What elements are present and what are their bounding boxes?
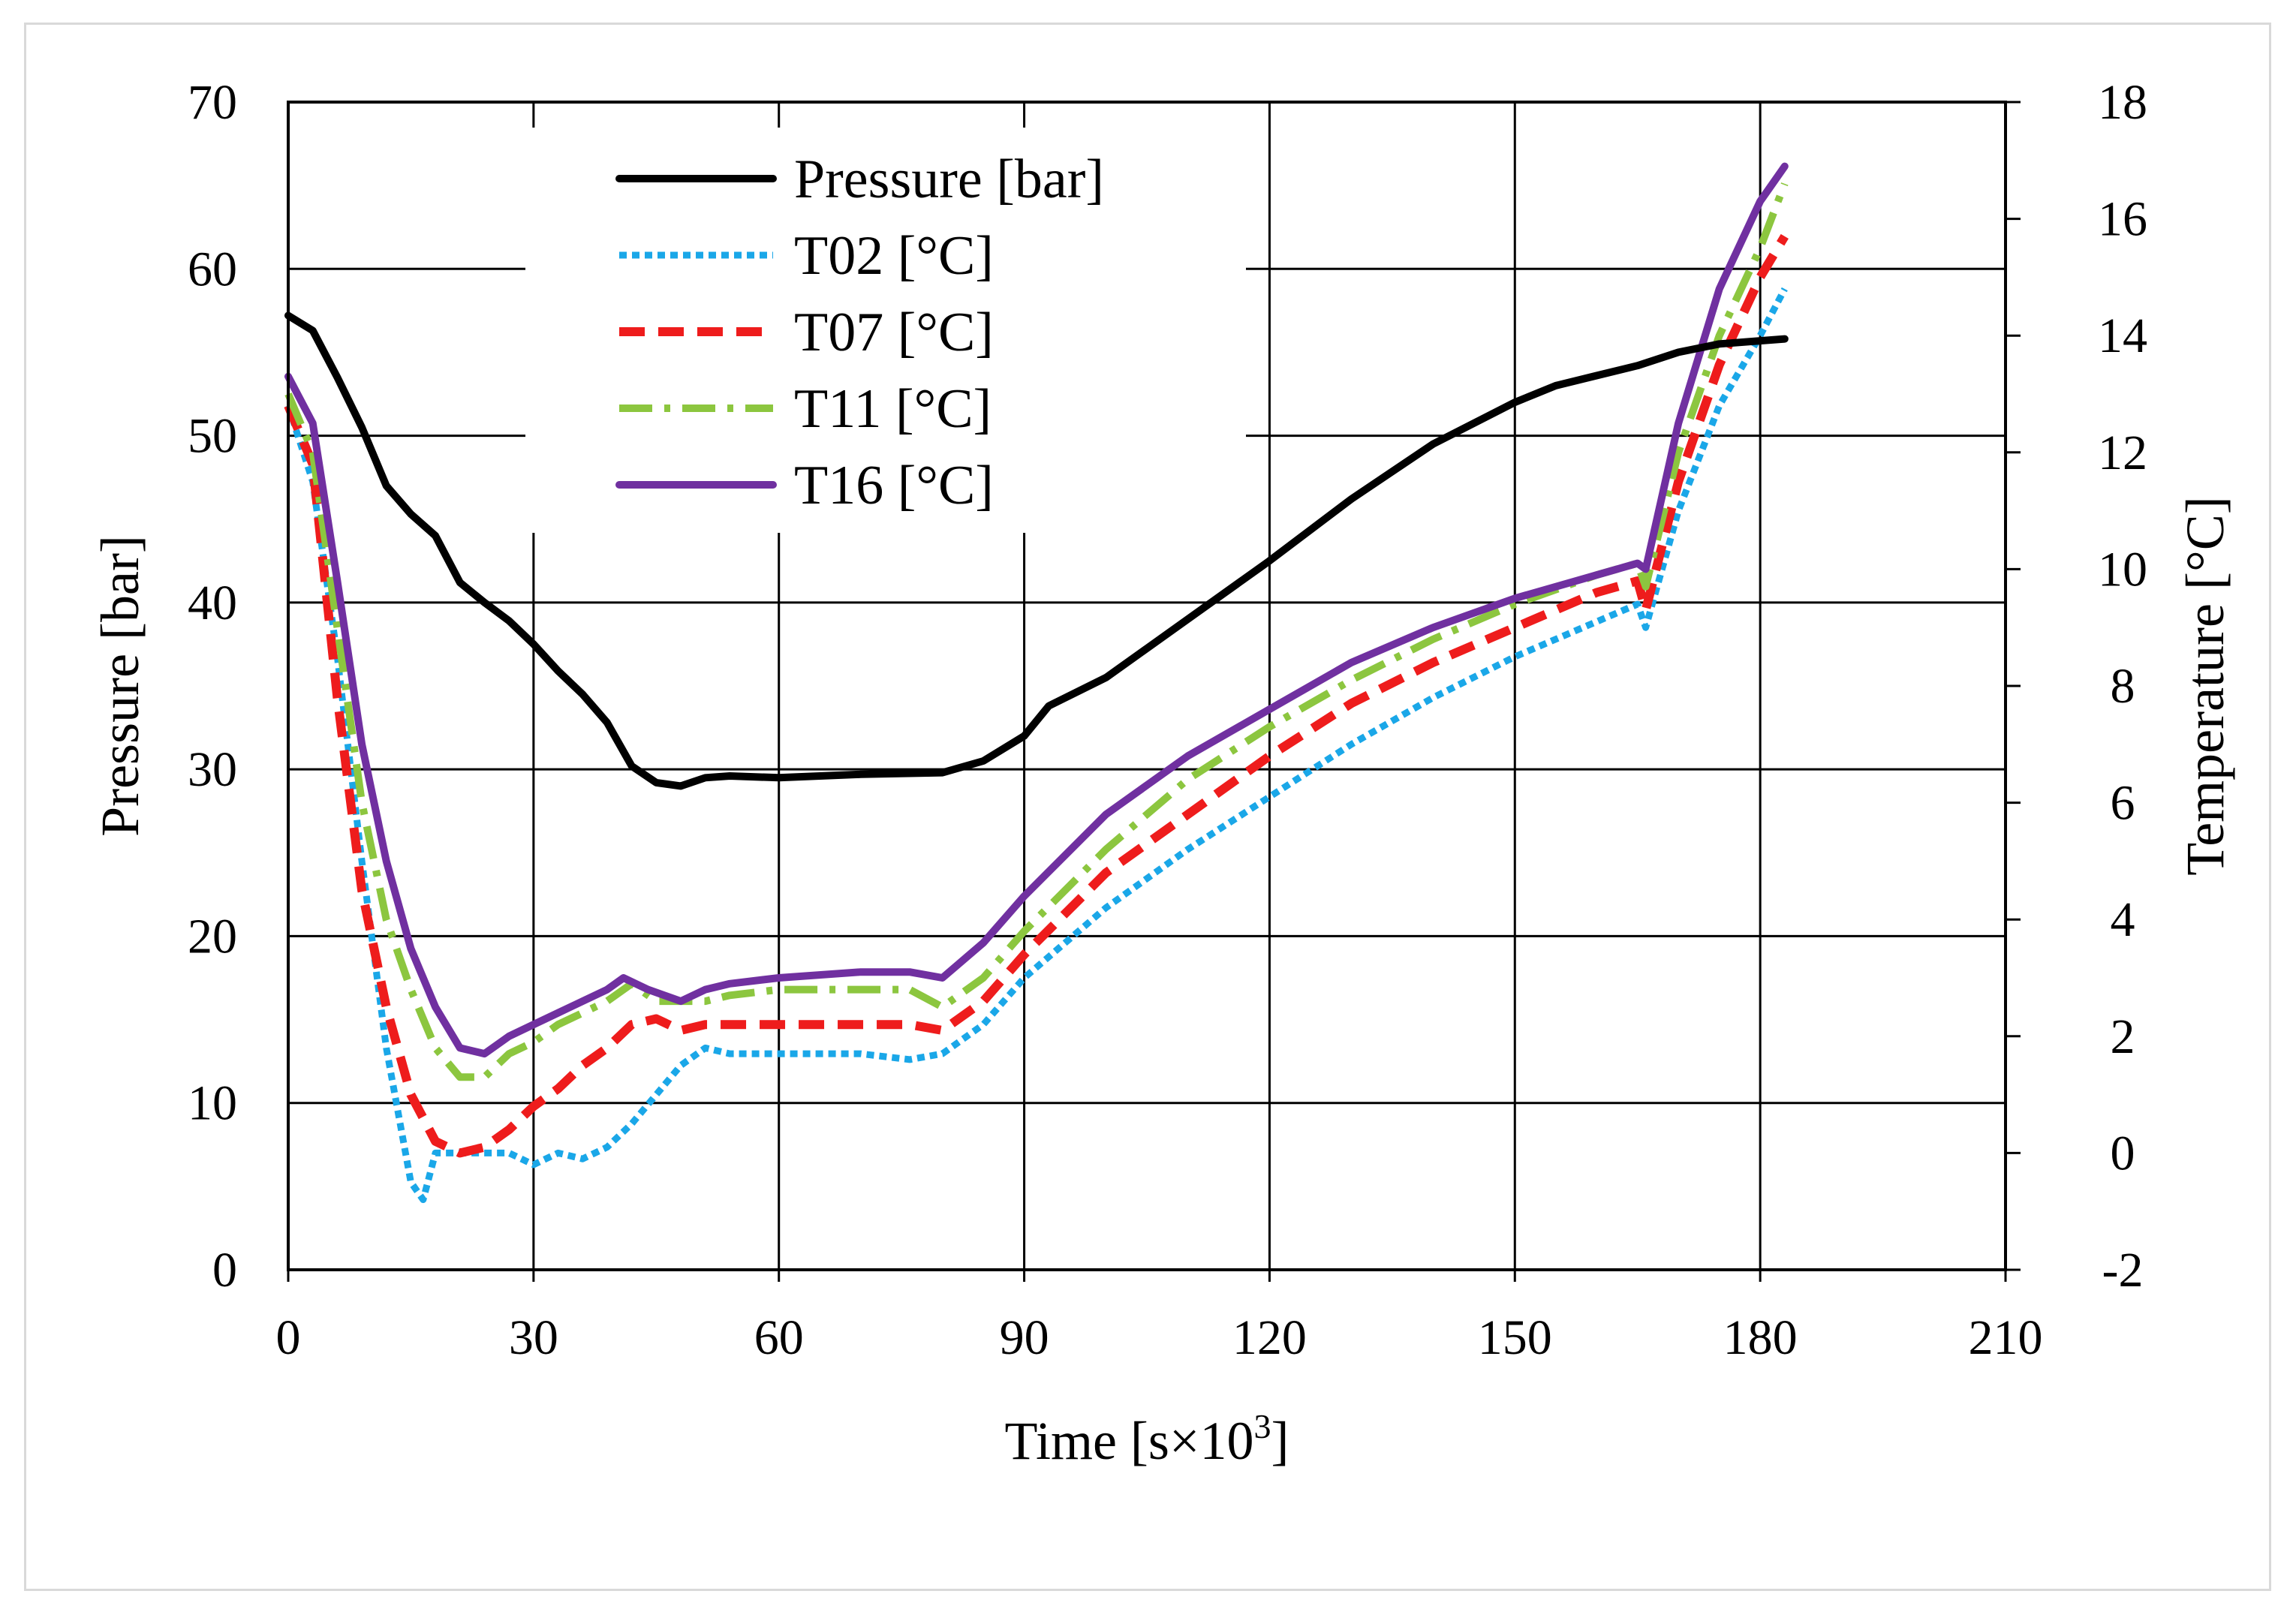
legend-label: Pressure [bar] bbox=[794, 149, 1104, 210]
legend-label: T07 [°C] bbox=[794, 302, 994, 363]
series-layer bbox=[284, 162, 1789, 1204]
x-axis-title: Time [s×103] bbox=[1005, 1407, 1289, 1471]
legend-label: T16 [°C] bbox=[794, 455, 994, 516]
y-tick-label: 70 bbox=[188, 75, 237, 130]
legend-label: T02 [°C] bbox=[794, 225, 994, 287]
legend: Pressure [bar] T02 [°C] T07 [°C] T11 [°C] T1… bbox=[525, 128, 1246, 533]
y2-tick-label: 14 bbox=[2098, 308, 2147, 363]
y-tick-label: 50 bbox=[188, 409, 237, 464]
y-tick-label: 40 bbox=[188, 576, 237, 630]
y2-tick-label: 6 bbox=[2111, 776, 2135, 831]
y-tick-label: 20 bbox=[188, 909, 237, 964]
y2-tick-label: -2 bbox=[2102, 1243, 2144, 1298]
y2-tick-label: 2 bbox=[2111, 1009, 2135, 1064]
legend-label: T11 [°C] bbox=[794, 378, 992, 440]
x-tick-label: 90 bbox=[1000, 1310, 1049, 1365]
y-tick-label: 0 bbox=[212, 1243, 237, 1298]
x-tick-label: 120 bbox=[1232, 1310, 1307, 1365]
series-line-t11 bbox=[284, 182, 1789, 1081]
x-tick-label: 30 bbox=[509, 1310, 558, 1365]
y2-tick-label: 16 bbox=[2098, 192, 2147, 247]
x-tick-label: 210 bbox=[1969, 1310, 2043, 1365]
y-tick-label: 60 bbox=[188, 242, 237, 296]
y2-tick-label: 4 bbox=[2111, 892, 2135, 947]
y-axis-title: Pressure [bar] bbox=[90, 535, 150, 837]
y-tick-label: 30 bbox=[188, 742, 237, 797]
x-tick-label: 180 bbox=[1723, 1310, 1798, 1365]
y2-tick-label: 18 bbox=[2098, 75, 2147, 130]
y2-tick-label: 0 bbox=[2111, 1126, 2135, 1180]
x-tick-label: 150 bbox=[1478, 1310, 1552, 1365]
series-line-t02 bbox=[284, 287, 1788, 1204]
y2-axis-title: Temperature [°C] bbox=[2175, 496, 2235, 876]
x-tick-label: 0 bbox=[276, 1310, 301, 1365]
y2-tick-label: 12 bbox=[2098, 426, 2147, 480]
x-tick-label: 60 bbox=[754, 1310, 804, 1365]
y2-tick-label: 10 bbox=[2098, 542, 2147, 597]
series-line-pressure bbox=[284, 311, 1789, 790]
series-line-t16 bbox=[284, 162, 1789, 1058]
legend-background bbox=[525, 128, 1246, 533]
y-tick-label: 10 bbox=[188, 1076, 237, 1131]
tick-labels: 0 10 20 30 40 50 60 70 0 30 60 90 120 150 180 210 -2 0 2 4 6… bbox=[188, 75, 2147, 1365]
y2-tick-label: 8 bbox=[2111, 659, 2135, 714]
series-line-t07 bbox=[284, 233, 1789, 1158]
